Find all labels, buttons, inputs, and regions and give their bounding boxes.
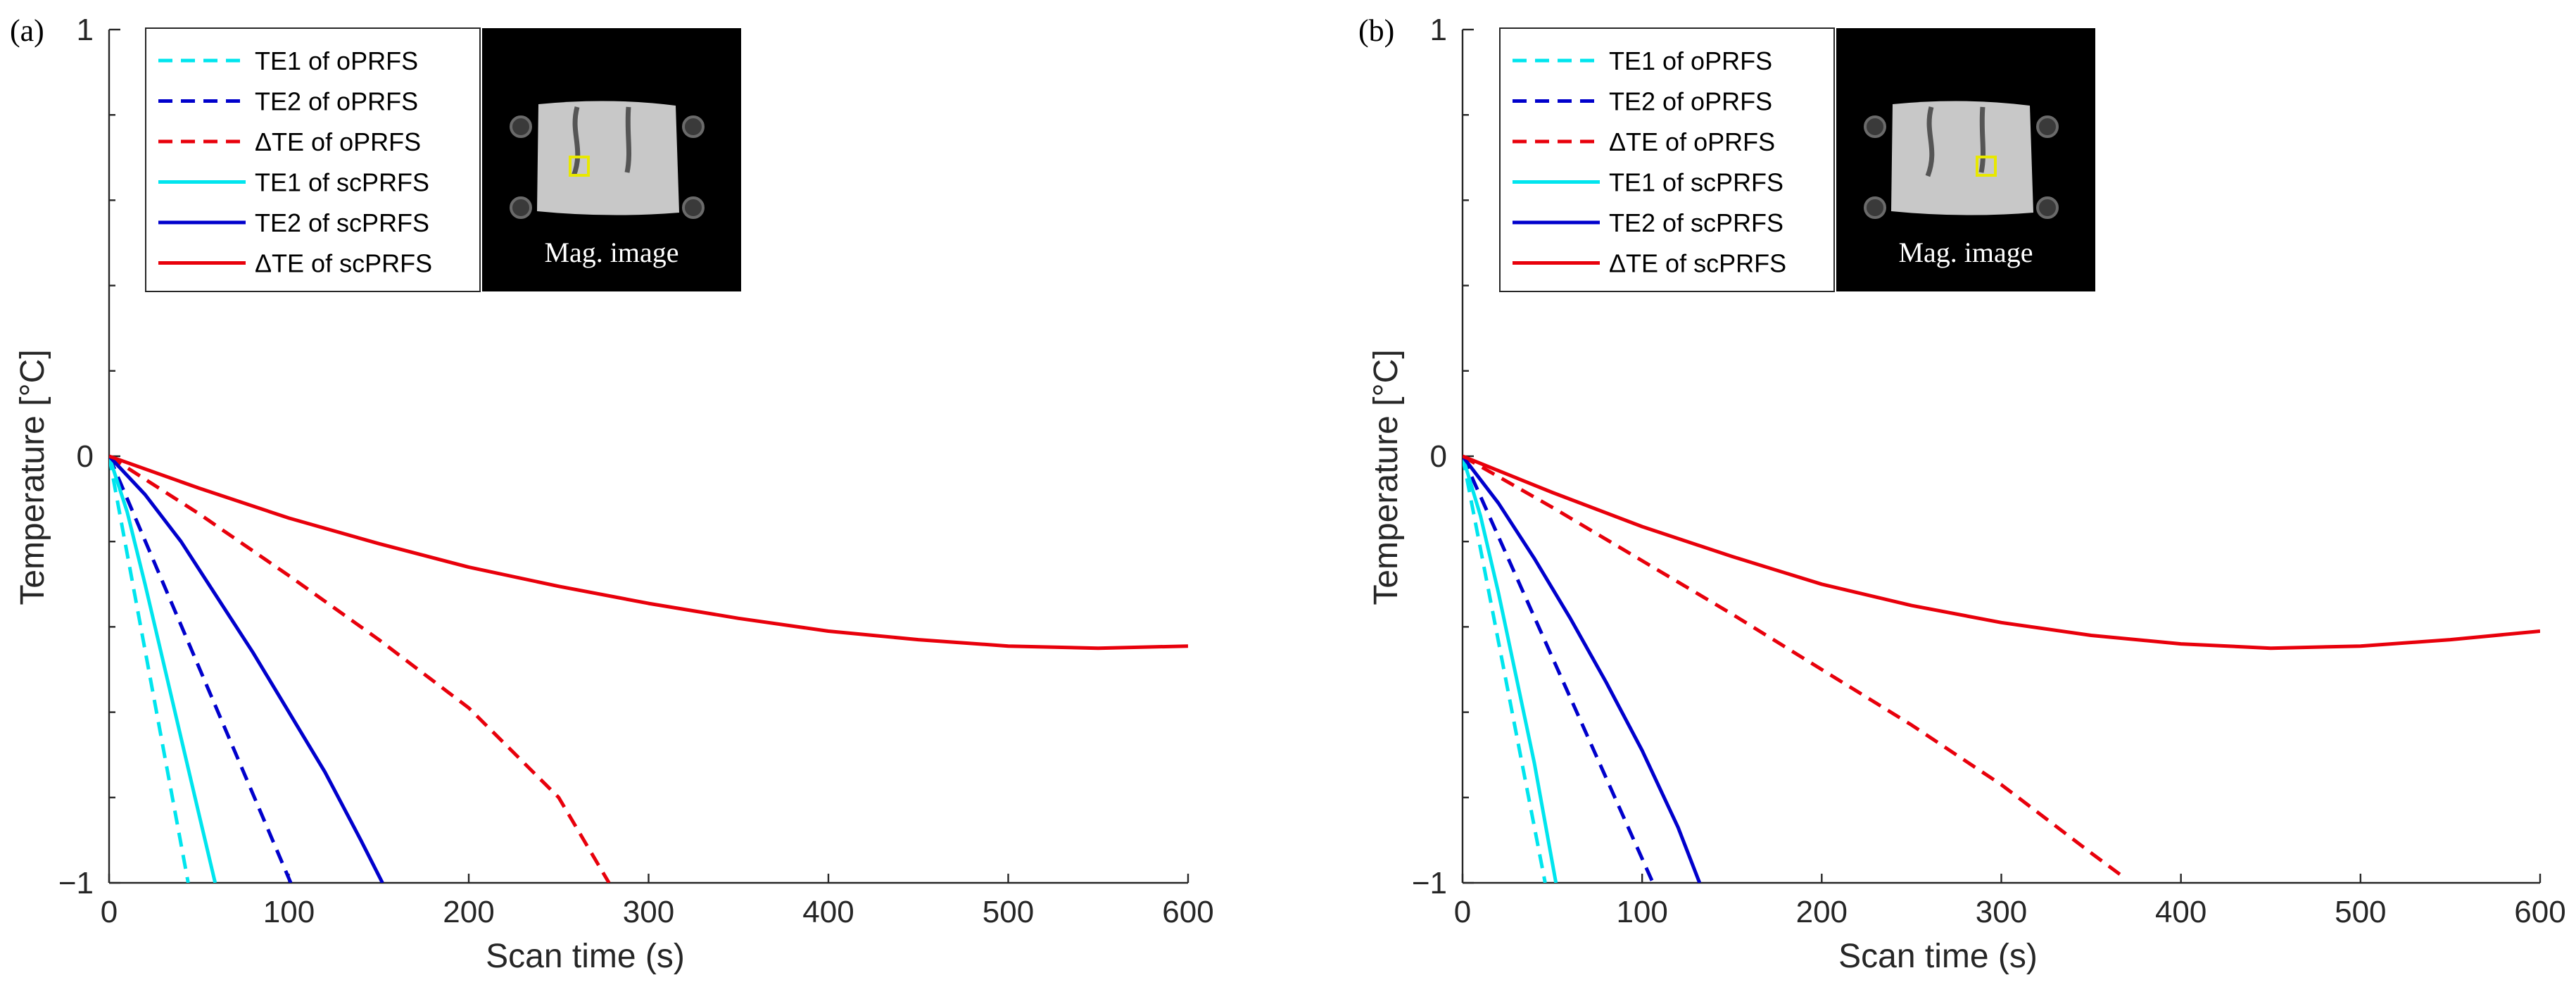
y-tick-label: 0 <box>77 439 94 474</box>
x-axis-title: Scan time (s) <box>486 938 685 975</box>
x-tick-label: 600 <box>1162 895 1213 929</box>
x-tick-label: 500 <box>983 895 1034 929</box>
x-tick-label: 400 <box>802 895 854 929</box>
y-tick-label: 0 <box>1430 439 1447 474</box>
x-tick-label: 600 <box>2514 895 2565 929</box>
y-tick-label: −1 <box>58 866 94 900</box>
y-tick-label: 1 <box>1430 13 1447 47</box>
series-line-3 <box>109 454 611 883</box>
x-axis-title: Scan time (s) <box>1838 938 2038 975</box>
series-line-6 <box>109 454 1188 651</box>
x-tick-label: 0 <box>1454 895 1471 929</box>
panel-label: (a) <box>10 13 44 48</box>
series-line-3 <box>1463 454 2121 876</box>
inset-probe <box>1925 106 1935 177</box>
legend-label: TE2 of scPRFS <box>255 208 429 237</box>
legend-label: ΔTE of scPRFS <box>1609 249 1786 278</box>
legend-box <box>1499 27 1835 292</box>
series-line-1 <box>109 455 190 883</box>
inset-probe <box>571 106 581 177</box>
y-axis-title: Temperature [°C] <box>1368 349 1405 605</box>
inset-probe <box>624 106 632 173</box>
legend: TE1 of oPRFS TE2 of oPRFS ΔTE of oPRFS TE1 … <box>1499 27 1835 292</box>
x-tick-label: 300 <box>623 895 674 929</box>
x-tick-label: 300 <box>1976 895 2027 929</box>
legend-label: TE2 of scPRFS <box>1609 208 1783 237</box>
legend-label: TE1 of oPRFS <box>255 46 418 75</box>
series-line-4 <box>109 455 217 883</box>
legend-label: TE1 of scPRFS <box>255 168 429 197</box>
panel-a: (a) 0 100 200 300 400 500 600 −1 0 1 Scan time (s) T… <box>0 0 1267 999</box>
inset-caption: Mag. image <box>1898 237 2033 268</box>
legend-label: TE1 of scPRFS <box>1609 168 1783 197</box>
inset-caption: Mag. image <box>544 237 678 268</box>
legend-label: ΔTE of oPRFS <box>1609 127 1775 156</box>
series-line-2 <box>109 455 293 883</box>
x-tick-label: 0 <box>101 895 118 929</box>
inset-roi-box <box>569 156 590 177</box>
inset-marker <box>510 115 532 138</box>
inset-marker <box>1864 115 1886 138</box>
series-line-5 <box>109 455 384 883</box>
series-line-4 <box>1463 455 1558 883</box>
inset-image: Mag. image <box>482 28 741 291</box>
inset-phantom <box>1891 101 2033 215</box>
x-tick-label: 400 <box>2155 895 2206 929</box>
x-tick-label: 100 <box>1616 895 1667 929</box>
legend: TE1 of oPRFS TE2 of oPRFS ΔTE of oPRFS TE1 … <box>145 27 481 292</box>
inset-phantom <box>537 101 679 215</box>
legend-label: TE1 of oPRFS <box>1609 46 1772 75</box>
legend-label: ΔTE of oPRFS <box>255 127 421 156</box>
inset-marker <box>682 196 705 219</box>
inset-marker <box>2036 115 2059 138</box>
legend-label: TE2 of oPRFS <box>255 87 418 116</box>
legend-box <box>145 27 481 292</box>
x-tick-label: 200 <box>443 895 494 929</box>
y-tick-label: −1 <box>1412 866 1447 900</box>
inset-roi-box <box>1976 156 1997 177</box>
y-axis-title: Temperature [°C] <box>14 349 51 605</box>
legend-label: TE2 of oPRFS <box>1609 87 1772 116</box>
y-tick-label: 1 <box>77 13 94 47</box>
series-line-2 <box>1463 455 1655 883</box>
panel-label: (b) <box>1358 13 1394 48</box>
series-line-1 <box>1463 455 1547 883</box>
inset-marker <box>510 196 532 219</box>
inset-marker <box>2036 196 2059 219</box>
inset-marker <box>682 115 705 138</box>
x-tick-label: 200 <box>1796 895 1848 929</box>
x-tick-label: 100 <box>263 895 315 929</box>
x-tick-label: 500 <box>2335 895 2386 929</box>
series-line-5 <box>1463 455 1702 883</box>
inset-probe <box>1978 106 1986 173</box>
inset-marker <box>1864 196 1886 219</box>
legend-label: ΔTE of scPRFS <box>255 249 432 278</box>
panel-b: (b) 0 100 200 300 400 500 600 −1 0 1 Scan time (s) T… <box>1355 0 2576 999</box>
inset-image: Mag. image <box>1836 28 2095 291</box>
series-line-6 <box>1463 454 2540 651</box>
